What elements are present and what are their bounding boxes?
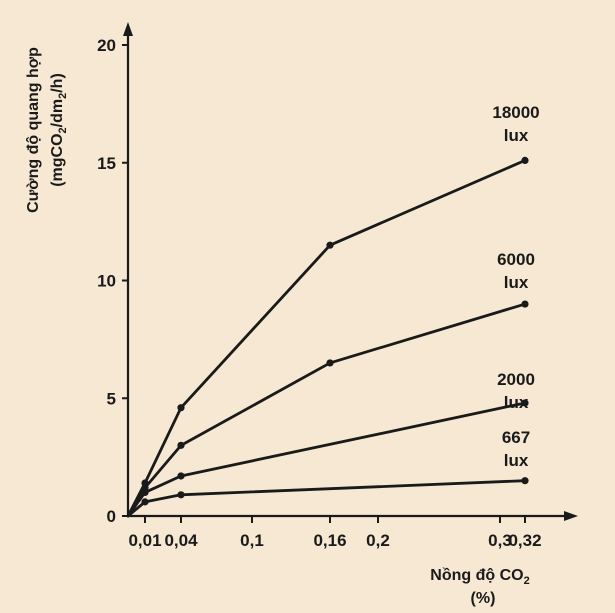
x-tick-label: 0,04 — [164, 531, 198, 550]
y-tick-label: 15 — [97, 154, 116, 173]
data-point — [326, 241, 334, 249]
series-label-unit: lux — [504, 393, 529, 412]
y-tick-label: 20 — [97, 36, 116, 55]
data-point — [177, 404, 185, 412]
data-point — [521, 156, 529, 164]
x-axis-arrow — [564, 511, 578, 521]
data-point — [177, 441, 185, 449]
series-label-value: 2000 — [497, 370, 535, 389]
series-label-value: 6000 — [497, 250, 535, 269]
series-label-unit: lux — [504, 126, 529, 145]
series-line — [126, 479, 527, 518]
data-point — [521, 399, 529, 407]
x-tick-label: 0,32 — [508, 531, 541, 550]
data-point — [141, 498, 149, 506]
y-axis-title-part: /h) — [49, 73, 66, 93]
x-axis-title-part: Nồng độ CO — [430, 567, 523, 584]
y-axis-title-line2: (mgCO2/dm2/h) — [49, 73, 69, 187]
x-tick-label: 0,01 — [128, 531, 161, 550]
series-label-value: 667 — [502, 428, 530, 447]
data-point — [177, 491, 185, 499]
y-axis-arrow — [123, 22, 133, 36]
data-point — [521, 300, 529, 308]
x-tick-label: 0,16 — [313, 531, 346, 550]
data-point — [521, 477, 529, 485]
x-axis-title-line2: (%) — [471, 590, 496, 607]
x-axis-title-line1: Nồng độ CO2 — [430, 567, 529, 587]
x-axis-title-part: 2 — [524, 575, 530, 587]
data-point — [326, 359, 334, 367]
series-label-unit: lux — [504, 451, 529, 470]
x-tick-label: 0,2 — [366, 531, 390, 550]
series-label-value: 18000 — [492, 103, 539, 122]
y-tick-label: 5 — [107, 389, 116, 408]
series-line — [126, 158, 527, 518]
y-tick-label: 10 — [97, 272, 116, 291]
y-axis-title-part: 2 — [57, 93, 69, 99]
data-point — [177, 472, 185, 480]
x-tick-label: 0,3 — [488, 531, 512, 550]
series-label-unit: lux — [504, 273, 529, 292]
y-tick-label: 0 — [107, 507, 116, 526]
x-tick-label: 0,1 — [240, 531, 264, 550]
y-axis-title-part: 2 — [57, 127, 69, 133]
y-axis-title-part: (mgCO — [49, 133, 66, 186]
data-point — [141, 488, 149, 497]
y-axis-title-part: /dm — [49, 99, 66, 127]
y-axis-title-line1: Cường độ quang hợp — [25, 47, 42, 213]
series-line — [126, 401, 527, 518]
